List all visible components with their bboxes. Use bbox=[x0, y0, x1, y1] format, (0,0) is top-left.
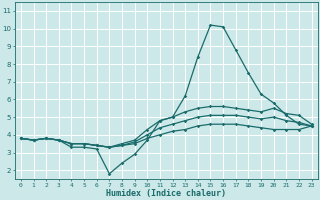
X-axis label: Humidex (Indice chaleur): Humidex (Indice chaleur) bbox=[106, 189, 226, 198]
